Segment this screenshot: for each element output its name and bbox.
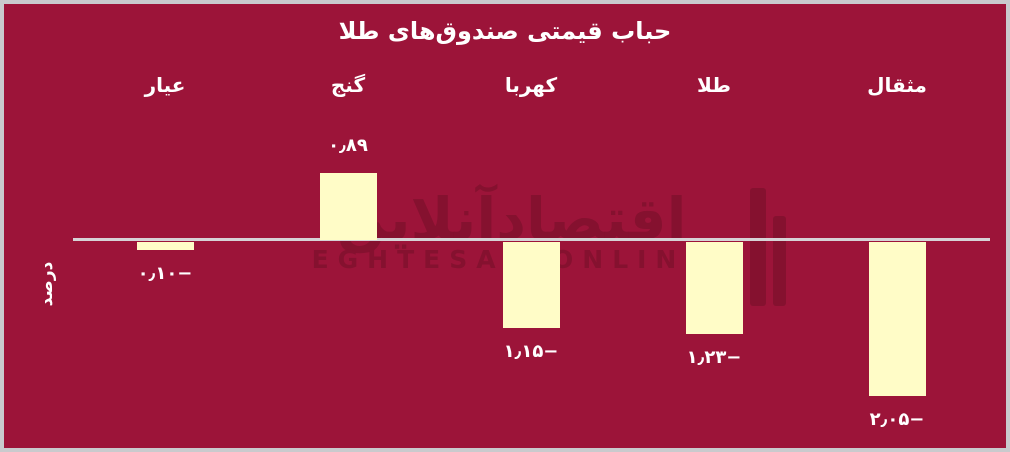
category-label: گنج xyxy=(330,73,366,97)
value-label: ۰٫۱۰− xyxy=(137,263,193,284)
bar xyxy=(503,242,560,328)
bar xyxy=(320,173,377,240)
category-label: مثقال xyxy=(867,73,927,97)
zero-axis-line xyxy=(73,238,990,241)
category-label: کهربا xyxy=(504,73,558,97)
bar xyxy=(137,242,194,250)
bar xyxy=(869,242,926,396)
watermark-farsi-logo: اقتصادآنلاین xyxy=(336,185,687,253)
value-label: ۲٫۰۵− xyxy=(869,409,925,430)
category-label: عیار xyxy=(144,73,186,97)
value-label: ۱٫۲۳− xyxy=(686,347,742,368)
watermark-logo-bar-icon xyxy=(773,216,786,306)
category-label: طلا xyxy=(696,73,732,97)
chart-title: حباب قیمتی صندوق‌های طلا xyxy=(338,17,672,45)
value-label: ۰٫۸۹ xyxy=(328,135,368,156)
watermark-logo-bar-icon xyxy=(750,188,766,306)
value-label: ۱٫۱۵− xyxy=(503,341,559,362)
bar xyxy=(686,242,743,334)
y-axis-label: درصد xyxy=(37,261,57,307)
